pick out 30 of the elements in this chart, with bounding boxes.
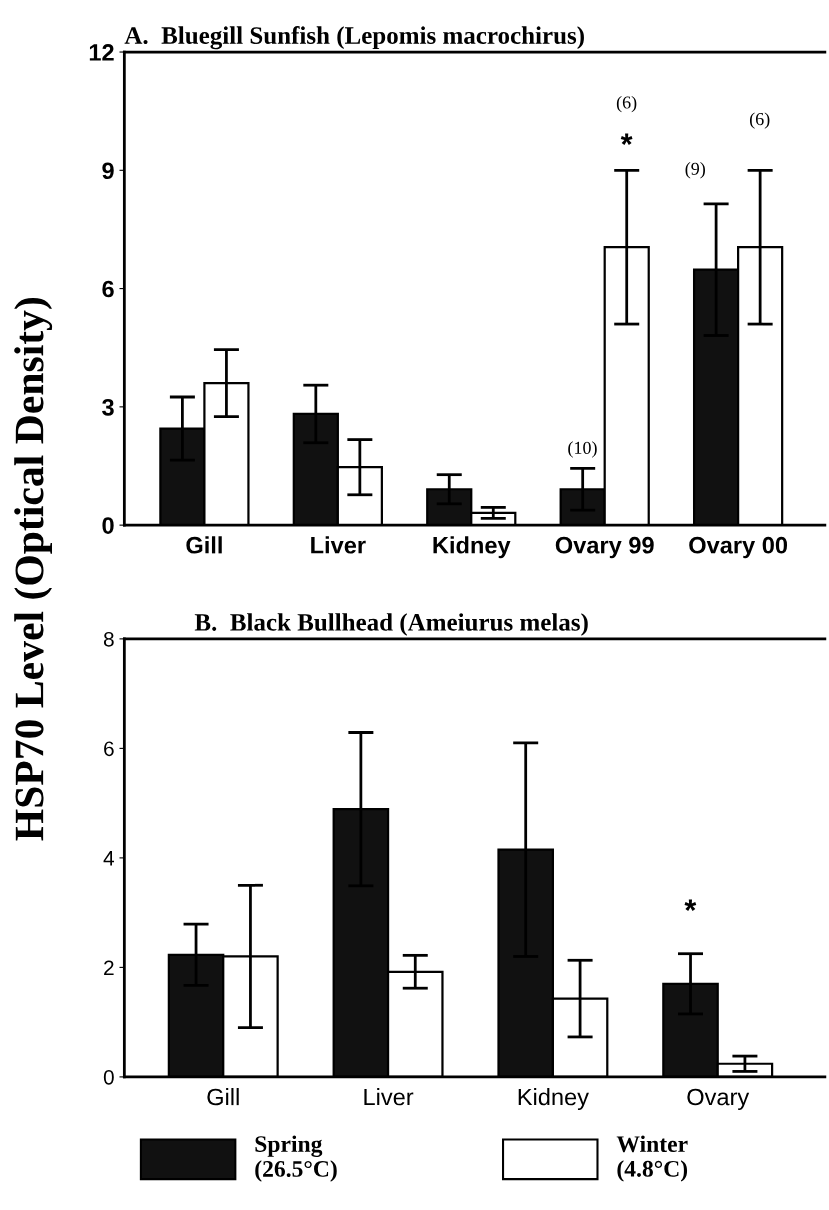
x-tick-label: Liver bbox=[364, 1088, 414, 1106]
annotation: (9) bbox=[685, 162, 705, 179]
x-tick-label: Liver bbox=[311, 536, 366, 554]
y-tick-label: 3 bbox=[102, 398, 114, 416]
y-tick-label: 0 bbox=[103, 1069, 114, 1085]
annotation: * bbox=[620, 133, 633, 145]
y-axis-title: HSP70 Level (Optical Density) bbox=[14, 297, 53, 841]
x-tick-label: Ovary 00 bbox=[689, 536, 788, 559]
chart-title: A. Bluegill Sunfish (Lepomis macrochirus) bbox=[124, 26, 584, 50]
x-tick-label: Gill bbox=[186, 536, 222, 554]
x-tick-label: Kidney bbox=[518, 1088, 589, 1111]
annotation: (6) bbox=[749, 112, 770, 129]
annotation: (10) bbox=[568, 441, 597, 458]
legend-label: Spring (26.5°C) bbox=[255, 1135, 337, 1182]
annotation: (6) bbox=[616, 95, 637, 113]
y-tick-label: 6 bbox=[102, 280, 114, 298]
chart-title: B. Black Bullhead (Ameiurus melas) bbox=[194, 613, 588, 636]
y-tick-label: 2 bbox=[104, 960, 114, 975]
x-tick-label: Ovary bbox=[687, 1088, 750, 1111]
y-tick-label: 12 bbox=[89, 44, 114, 61]
x-tick-label: Ovary 99 bbox=[555, 536, 654, 559]
x-tick-label: Gill bbox=[207, 1088, 239, 1106]
y-tick-label: 9 bbox=[102, 162, 114, 180]
y-tick-label: 4 bbox=[103, 851, 115, 866]
y-tick-label: 0 bbox=[102, 517, 114, 534]
annotation: * bbox=[684, 899, 697, 911]
x-tick-label: Kidney bbox=[433, 536, 511, 559]
y-tick-label: 6 bbox=[104, 741, 114, 757]
legend-label: Winter (4.8°C) bbox=[616, 1135, 688, 1182]
y-tick-label: 8 bbox=[103, 631, 114, 647]
